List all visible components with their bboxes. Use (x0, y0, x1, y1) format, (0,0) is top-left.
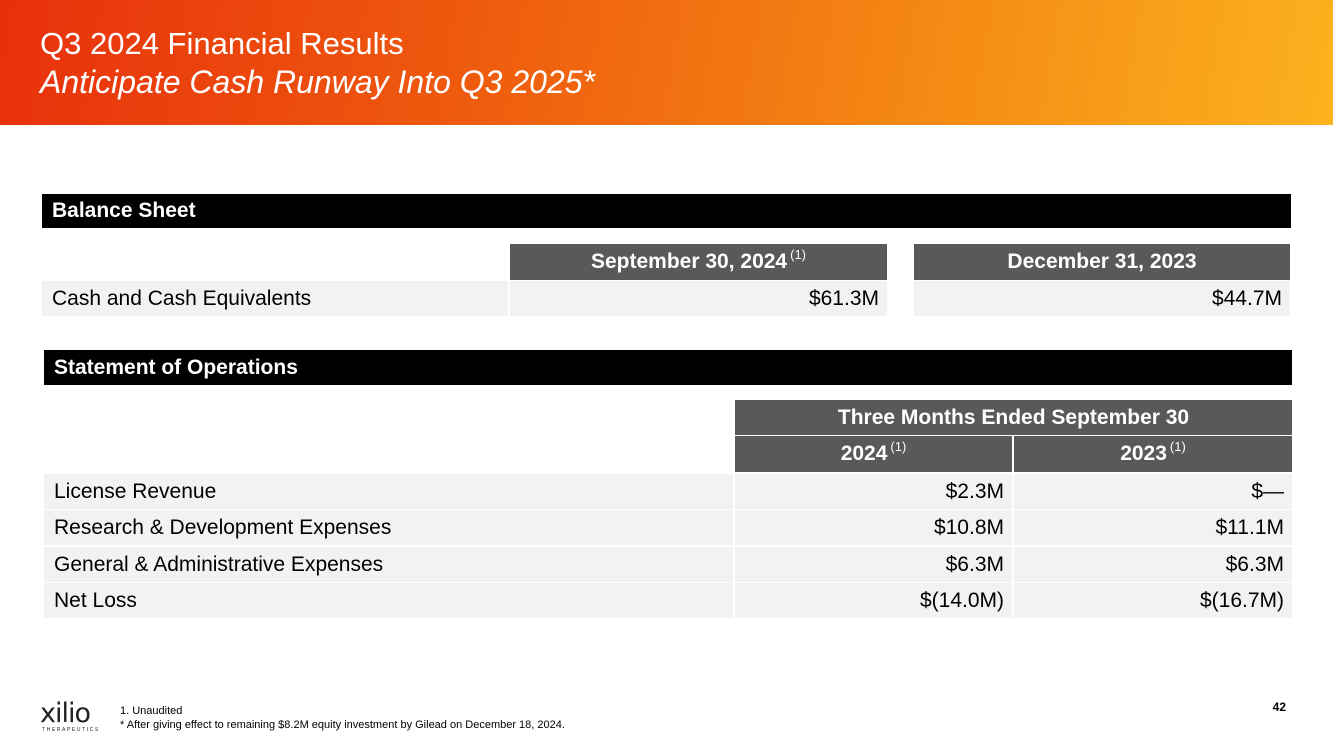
table-cell: $10.8M (735, 510, 1012, 545)
ops-col-header-2023: 2023 (1) (1014, 436, 1292, 472)
table-cell: $61.3M (510, 281, 887, 316)
table-cell: $44.7M (914, 281, 1290, 316)
table-cell: $2.3M (735, 474, 1012, 509)
table-row-label: General & Administrative Expenses (44, 547, 733, 582)
company-logo: xilio THERAPEUTICS (40, 700, 110, 736)
table-cell: $— (1014, 474, 1292, 509)
table-cell: $(14.0M) (735, 583, 1012, 618)
page-subtitle: Anticipate Cash Runway Into Q3 2025* (40, 64, 595, 100)
table-cell: $11.1M (1014, 510, 1292, 545)
table-cell: $6.3M (735, 547, 1012, 582)
ops-col-footnote-2023: (1) (1169, 439, 1186, 454)
footnotes: 1. Unaudited * After giving effect to re… (120, 704, 565, 732)
title-banner: Q3 2024 Financial Results Anticipate Cas… (0, 0, 1333, 125)
logo-tagline: THERAPEUTICS (42, 727, 100, 733)
balance-sheet-header: Balance Sheet (42, 194, 1291, 228)
footnote-asterisk: * After giving effect to remaining $8.2M… (120, 719, 565, 731)
balance-col-label-2: December 31, 2023 (1007, 250, 1197, 273)
logo-wordmark: xilio (40, 698, 91, 729)
ops-col-label-2023: 2023 (1120, 442, 1167, 465)
page-title: Q3 2024 Financial Results (40, 26, 404, 61)
ops-col-label-2024: 2024 (840, 442, 888, 465)
table-row-label: Net Loss (44, 583, 733, 618)
ops-col-footnote-2024: (1) (890, 439, 907, 454)
balance-col-label-1: September 30, 2024 (590, 250, 788, 273)
period-header: Three Months Ended September 30 (735, 400, 1292, 435)
ops-col-header-2024: 2024 (1) (735, 436, 1012, 472)
balance-col-footnote-1: (1) (790, 247, 806, 262)
balance-col-header-1: September 30, 2024 (1) (510, 244, 887, 280)
operations-header: Statement of Operations (44, 350, 1292, 385)
table-row-label: License Revenue (44, 474, 733, 509)
table-row-label: Cash and Cash Equivalents (42, 281, 508, 316)
page-number: 42 (1272, 700, 1286, 714)
table-cell: $6.3M (1014, 547, 1292, 582)
balance-col-header-2: December 31, 2023 (914, 244, 1290, 280)
table-row-label: Research & Development Expenses (44, 510, 733, 545)
table-cell: $(16.7M) (1014, 583, 1292, 618)
footnote-unaudited: 1. Unaudited (120, 705, 183, 717)
